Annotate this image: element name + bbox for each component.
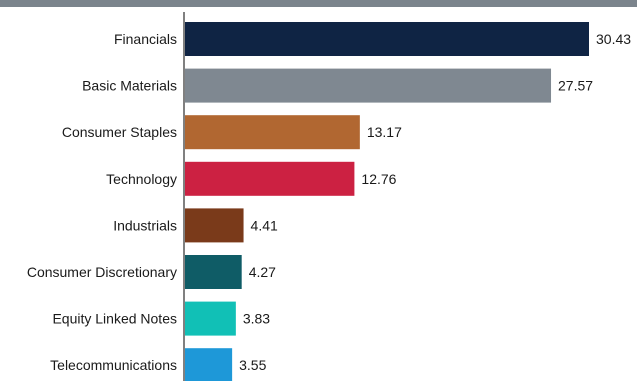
category-label: Basic Materials xyxy=(82,78,177,94)
category-label: Equity Linked Notes xyxy=(52,311,177,327)
bar xyxy=(185,115,360,150)
bar xyxy=(185,255,242,289)
category-label: Consumer Staples xyxy=(62,124,177,140)
value-label: 12.76 xyxy=(361,171,396,187)
header-band xyxy=(0,0,637,7)
category-label: Consumer Discretionary xyxy=(27,264,177,280)
value-label: 3.55 xyxy=(239,357,266,373)
bar xyxy=(185,68,552,103)
value-label: 13.17 xyxy=(367,124,402,140)
category-label: Technology xyxy=(106,171,177,187)
value-label: 4.27 xyxy=(249,264,276,280)
category-label: Financials xyxy=(114,31,177,47)
bar xyxy=(185,22,589,56)
bar xyxy=(185,348,233,381)
bar xyxy=(185,208,244,243)
value-label: 3.83 xyxy=(243,311,270,327)
category-label: Telecommunications xyxy=(50,357,177,373)
bar xyxy=(185,161,355,196)
category-label: Industrials xyxy=(113,217,177,233)
bar xyxy=(185,301,236,336)
value-label: 30.43 xyxy=(596,31,631,47)
value-label: 4.41 xyxy=(251,217,278,233)
value-label: 27.57 xyxy=(558,78,593,94)
